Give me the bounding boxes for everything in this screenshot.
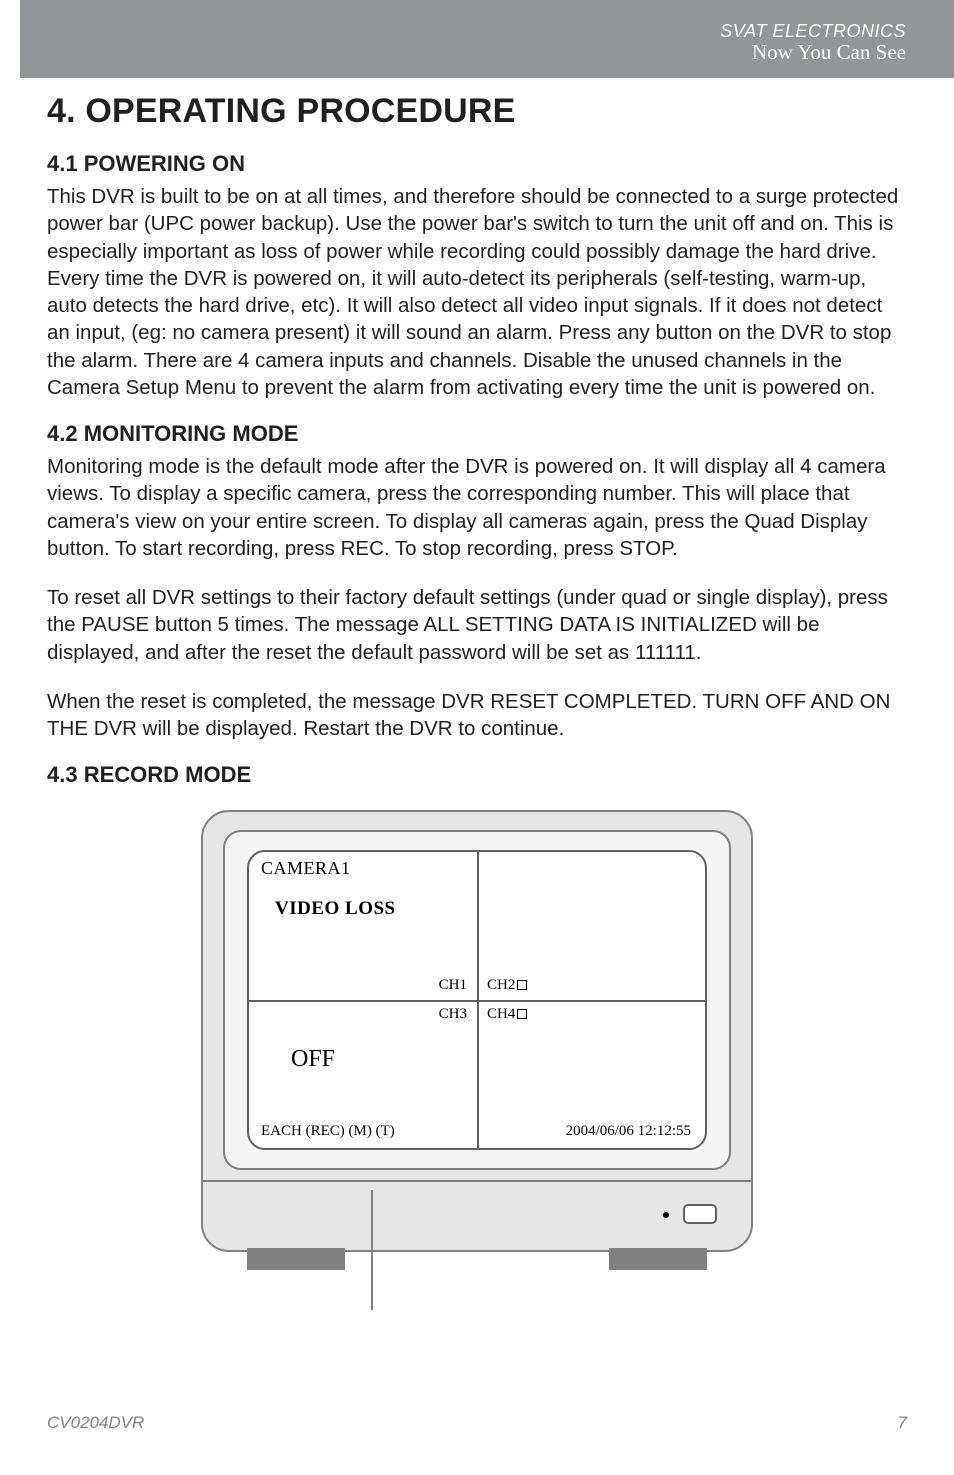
video-loss: VIDEO LOSS <box>275 898 396 920</box>
section-42-body1: Monitoring mode is the default mode afte… <box>47 453 907 562</box>
header-right: SVAT ELECTRONICS Now You Can See <box>720 22 906 63</box>
off-label: OFF <box>291 1046 335 1073</box>
power-button-icon <box>683 1204 717 1224</box>
section-42-body2: To reset all DVR settings to their facto… <box>47 584 907 666</box>
crt-screen: CAMERA1 VIDEO LOSS CH1 CH2 CH3 OFF EACH … <box>247 850 707 1150</box>
content: 4. OPERATING PROCEDURE 4.1 POWERING ON T… <box>0 78 954 1310</box>
ch2-label: CH2 <box>487 977 527 994</box>
section-42-heading: 4.2 MONITORING MODE <box>47 421 907 447</box>
ch2-text: CH2 <box>487 977 515 993</box>
timestamp-label: 2004/06/06 12:12:55 <box>566 1123 691 1140</box>
ch4-label: CH4 <box>487 1006 527 1023</box>
control-divider <box>371 1190 373 1310</box>
section-42-body3: When the reset is completed, the message… <box>47 688 907 743</box>
monitor-figure: CAMERA1 VIDEO LOSS CH1 CH2 CH3 OFF EACH … <box>47 810 907 1310</box>
ch1-label: CH1 <box>439 977 467 994</box>
chapter-title: 4. OPERATING PROCEDURE <box>47 92 907 131</box>
quadrant-4: CH4 2004/06/06 12:12:55 <box>477 1000 705 1148</box>
header-bar: SVAT ELECTRONICS Now You Can See <box>20 0 954 78</box>
monitor-foot-left <box>247 1248 345 1270</box>
ch3-label: CH3 <box>439 1006 467 1023</box>
quadrant-3: CH3 OFF EACH (REC) (M) (T) <box>249 1000 477 1148</box>
each-label: EACH (REC) (M) (T) <box>261 1123 395 1140</box>
section-43-heading: 4.3 RECORD MODE <box>47 762 907 788</box>
ch4-box-icon <box>517 1009 527 1019</box>
section-41-heading: 4.1 POWERING ON <box>47 151 907 177</box>
quadrant-1: CAMERA1 VIDEO LOSS CH1 <box>249 852 477 1000</box>
page-footer: CV0204DVR 7 <box>47 1413 907 1433</box>
section-41-body: This DVR is built to be on at all times,… <box>47 183 907 401</box>
footer-page: 7 <box>898 1413 907 1433</box>
header-brand: SVAT ELECTRONICS <box>720 22 906 40</box>
footer-model: CV0204DVR <box>47 1413 144 1433</box>
quadrant-2: CH2 <box>477 852 705 1000</box>
camera-title: CAMERA1 <box>261 858 351 879</box>
monitor-foot-right <box>609 1248 707 1270</box>
ch2-box-icon <box>517 980 527 990</box>
panel-divider <box>201 1180 753 1182</box>
crt-monitor: CAMERA1 VIDEO LOSS CH1 CH2 CH3 OFF EACH … <box>201 810 753 1310</box>
header-tagline: Now You Can See <box>720 42 906 63</box>
ch4-text: CH4 <box>487 1006 515 1022</box>
